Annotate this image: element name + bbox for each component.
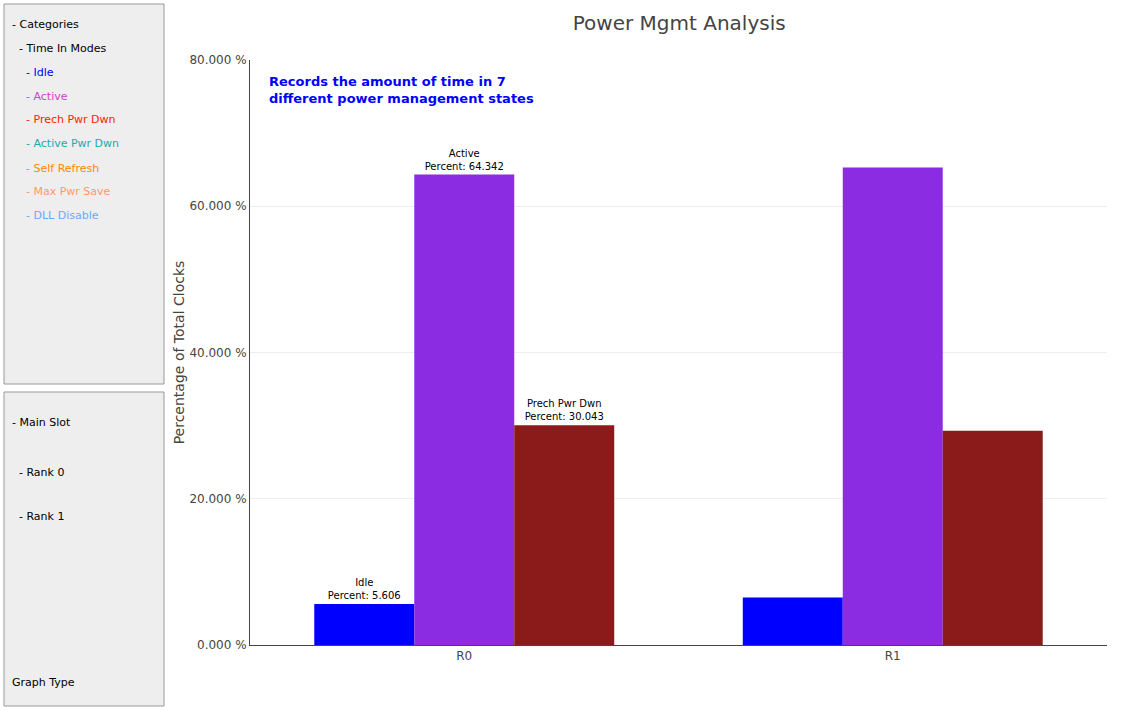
svg-text:- Active Pwr Dwn: - Active Pwr Dwn [12, 137, 119, 150]
svg-text:- Self Refresh: - Self Refresh [12, 162, 99, 175]
svg-text:- Rank 1: - Rank 1 [12, 510, 64, 523]
svg-text:IdlePercent: 5.606: IdlePercent: 5.606 [328, 577, 401, 601]
svg-text:- Main Slot: - Main Slot [12, 416, 71, 429]
svg-text:- Time In Modes: - Time In Modes [12, 42, 107, 55]
svg-text:Percentage of Total Clocks: Percentage of Total Clocks [171, 261, 187, 445]
svg-text:- Categories: - Categories [12, 18, 79, 31]
svg-text:Power Mgmt Analysis: Power Mgmt Analysis [573, 11, 786, 35]
svg-text:- Prech Pwr Dwn: - Prech Pwr Dwn [12, 113, 116, 126]
svg-text:ActivePercent: 64.342: ActivePercent: 64.342 [425, 148, 504, 172]
svg-text:R1: R1 [885, 649, 901, 663]
svg-text:- Active: - Active [12, 90, 68, 103]
svg-text:Records the amount of time in: Records the amount of time in 7different… [269, 74, 534, 106]
svg-text:0.000 %: 0.000 % [197, 638, 247, 652]
svg-text:60.000 %: 60.000 % [189, 199, 246, 213]
svg-text:80.000 %: 80.000 % [189, 53, 246, 67]
svg-text:- Rank 0: - Rank 0 [12, 466, 64, 479]
svg-text:20.000 %: 20.000 % [189, 492, 246, 506]
svg-text:R0: R0 [456, 649, 472, 663]
svg-text:- DLL Disable: - DLL Disable [12, 209, 99, 222]
svg-text:40.000 %: 40.000 % [189, 346, 246, 360]
svg-text:Graph Type: Graph Type [12, 676, 75, 689]
svg-text:- Max Pwr Save: - Max Pwr Save [12, 185, 111, 198]
svg-text:Prech Pwr DwnPercent: 30.043: Prech Pwr DwnPercent: 30.043 [525, 398, 604, 422]
svg-text:- Idle: - Idle [12, 66, 54, 79]
